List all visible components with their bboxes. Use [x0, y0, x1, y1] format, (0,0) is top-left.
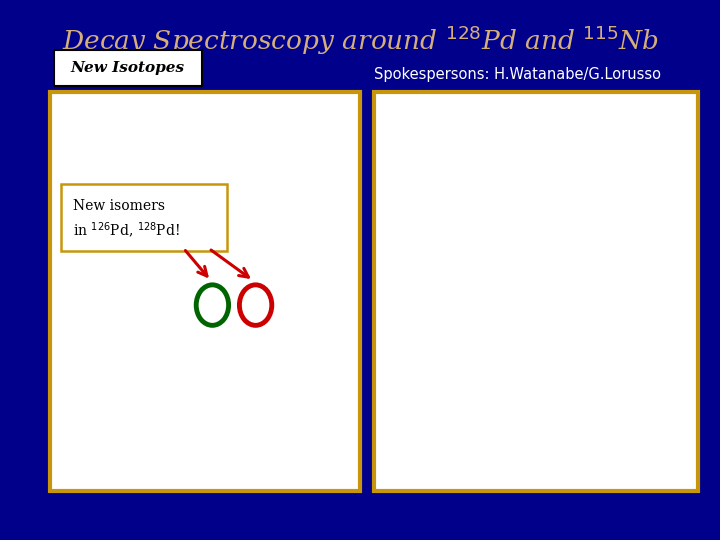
Text: Spokespersons: H.Watanabe/G.Lorusso: Spokespersons: H.Watanabe/G.Lorusso [374, 67, 662, 82]
Text: Decay Spectroscopy around $^{128}$Pd and $^{115}$Nb: Decay Spectroscopy around $^{128}$Pd and… [61, 24, 659, 57]
Text: New isomers: New isomers [73, 199, 166, 213]
Text: in $^{126}$Pd, $^{128}$Pd!: in $^{126}$Pd, $^{128}$Pd! [73, 221, 180, 241]
Text: New Isotopes: New Isotopes [71, 61, 185, 75]
